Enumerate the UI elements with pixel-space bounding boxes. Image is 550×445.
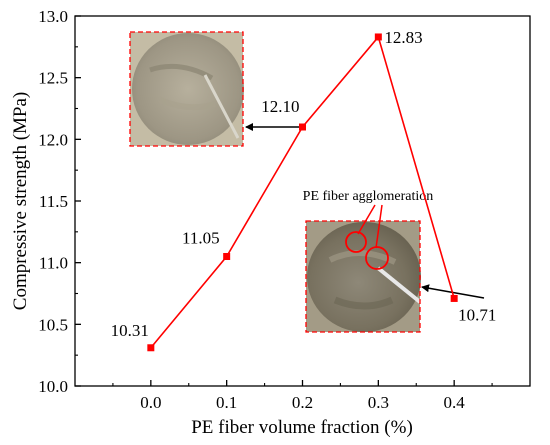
y-tick-label: 12.5 [38,69,68,88]
x-tick-label: 0.3 [368,393,389,412]
data-label: 11.05 [182,229,220,248]
data-point [147,344,155,352]
inset-photo-1 [129,31,244,147]
data-label: 12.10 [261,97,299,116]
y-tick-label: 10.5 [38,315,68,334]
agglomeration-callout: PE fiber agglomeration [303,189,434,270]
data-label: 10.31 [111,321,149,340]
data-point [299,123,306,131]
x-axis-title: PE fiber volume fraction (%) [191,417,413,438]
x-tick-label: 0.1 [216,393,237,412]
series-layer: 10.31 11.05 12.10 12.83 10.71 [111,28,496,352]
data-label: 10.71 [458,305,496,324]
x-tick-label: 0.4 [444,393,466,412]
agglomeration-marker-1 [345,231,367,253]
y-tick-label: 10.0 [38,377,68,396]
data-point [450,294,458,302]
y-axis-title: Compressive strength (MPa) [10,92,31,310]
y-tick-label: 11.5 [39,192,68,211]
data-point [374,33,382,41]
agglomeration-label: PE fiber agglomeration [303,189,434,204]
data-point [223,253,231,260]
data-label: 12.83 [384,28,422,47]
x-tick-label: 0.0 [140,393,161,412]
x-tick-label: 0.2 [292,393,313,412]
callout-line-2 [375,204,383,249]
callout-line-1 [357,204,376,235]
axes: 0.0 0.1 0.2 0.3 0.4 10.0 10.5 11.0 11.5 12.0 12.5 1… [38,7,493,412]
y-tick-label: 13.0 [38,7,68,26]
y-tick-label: 11.0 [39,254,68,273]
inset-photo-2 [305,220,422,333]
y-tick-label: 12.0 [38,130,68,149]
agglomeration-marker-2 [365,246,389,270]
